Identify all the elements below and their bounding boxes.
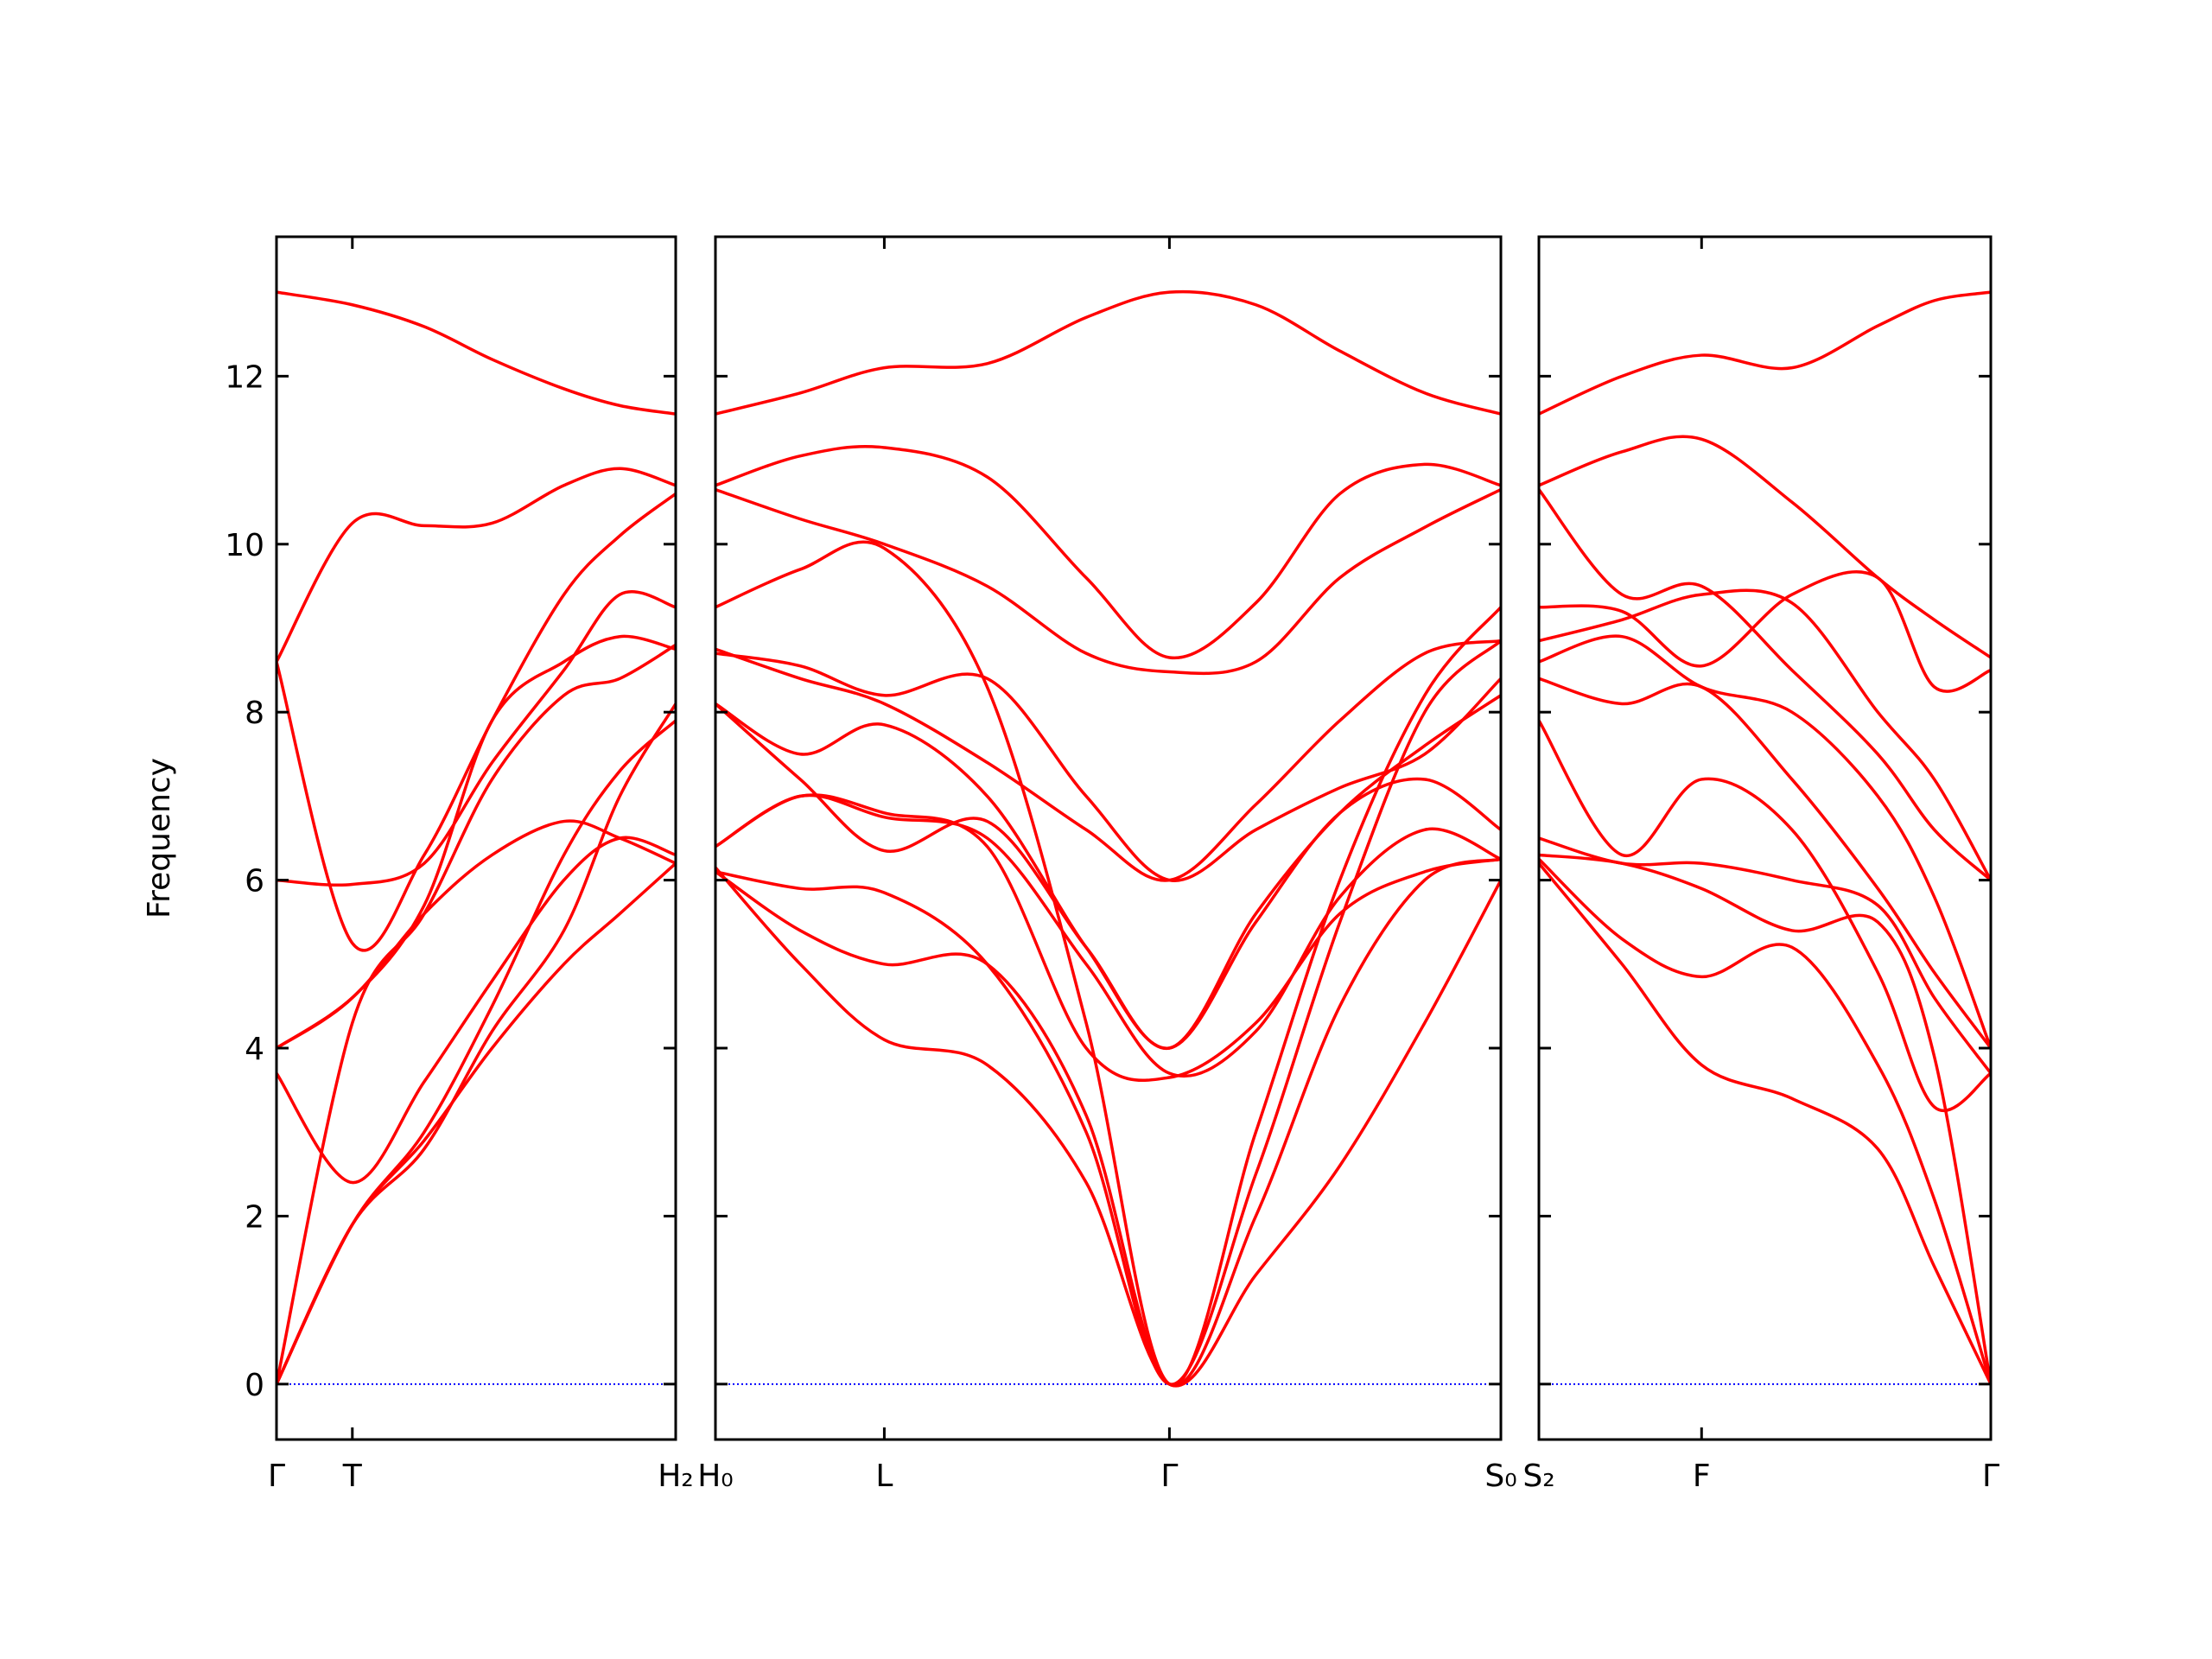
band-line: [276, 590, 676, 887]
y-tick-label: 8: [245, 696, 264, 731]
band-line: [1539, 588, 1991, 881]
band-line: [1539, 858, 1991, 1385]
y-tick-label: 0: [245, 1368, 264, 1403]
band-line: [715, 694, 1501, 1050]
band-line: [715, 289, 1501, 416]
plot-area: [715, 289, 1501, 1388]
band-line: [1539, 862, 1991, 1385]
band-line: [1539, 488, 1991, 881]
x-tick-label: F: [1693, 1459, 1711, 1494]
band-line: [715, 793, 1501, 1078]
band-line: [276, 493, 676, 952]
y-tick-label: 2: [245, 1199, 264, 1235]
panel-frame: [1537, 235, 1993, 1441]
band-line: [276, 643, 676, 1385]
band-line: [715, 857, 1501, 1388]
band-line: [276, 467, 676, 663]
panel-frame: [275, 235, 677, 1441]
x-tick-label: Γ: [1982, 1459, 1999, 1494]
band-line: [715, 639, 1501, 1386]
band-line: [276, 836, 676, 1185]
band-line: [1539, 435, 1991, 659]
x-tick-label: H₂: [658, 1459, 694, 1494]
y-tick-label: 6: [245, 864, 264, 899]
band-line: [715, 487, 1501, 676]
y-axis-label: Frequency: [142, 758, 177, 918]
x-tick-label: T: [342, 1459, 363, 1494]
x-tick-label: S₂: [1522, 1459, 1554, 1494]
band-line: [276, 861, 676, 1385]
band-line: [1539, 853, 1991, 1385]
plot-area: [1539, 290, 1991, 1385]
x-tick-label: H₀: [697, 1459, 734, 1494]
band-line: [1539, 719, 1991, 1113]
y-tick-label: 4: [245, 1032, 264, 1067]
band-line: [276, 719, 676, 1385]
x-tick-label: Γ: [1160, 1459, 1178, 1494]
x-tick-label: L: [875, 1459, 893, 1494]
band-line: [715, 652, 1501, 882]
band-line: [276, 290, 676, 416]
panel-frame: [714, 235, 1503, 1441]
y-tick-label: 12: [225, 359, 264, 395]
band-line: [715, 444, 1501, 660]
band-line: [715, 793, 1501, 1082]
band-line: [1539, 290, 1991, 416]
band-line: [715, 866, 1501, 1388]
y-tick-label: 10: [225, 528, 264, 563]
x-tick-label: S₀: [1484, 1459, 1516, 1494]
x-tick-label: Γ: [268, 1459, 285, 1494]
band-line: [715, 639, 1501, 882]
plot-area: [276, 290, 676, 1385]
band-line: [1539, 634, 1991, 1049]
band-line: [276, 819, 676, 1050]
band-line: [1539, 677, 1991, 1050]
band-line: [1539, 569, 1991, 693]
band-line: [715, 540, 1501, 1388]
band-line: [276, 634, 676, 1050]
